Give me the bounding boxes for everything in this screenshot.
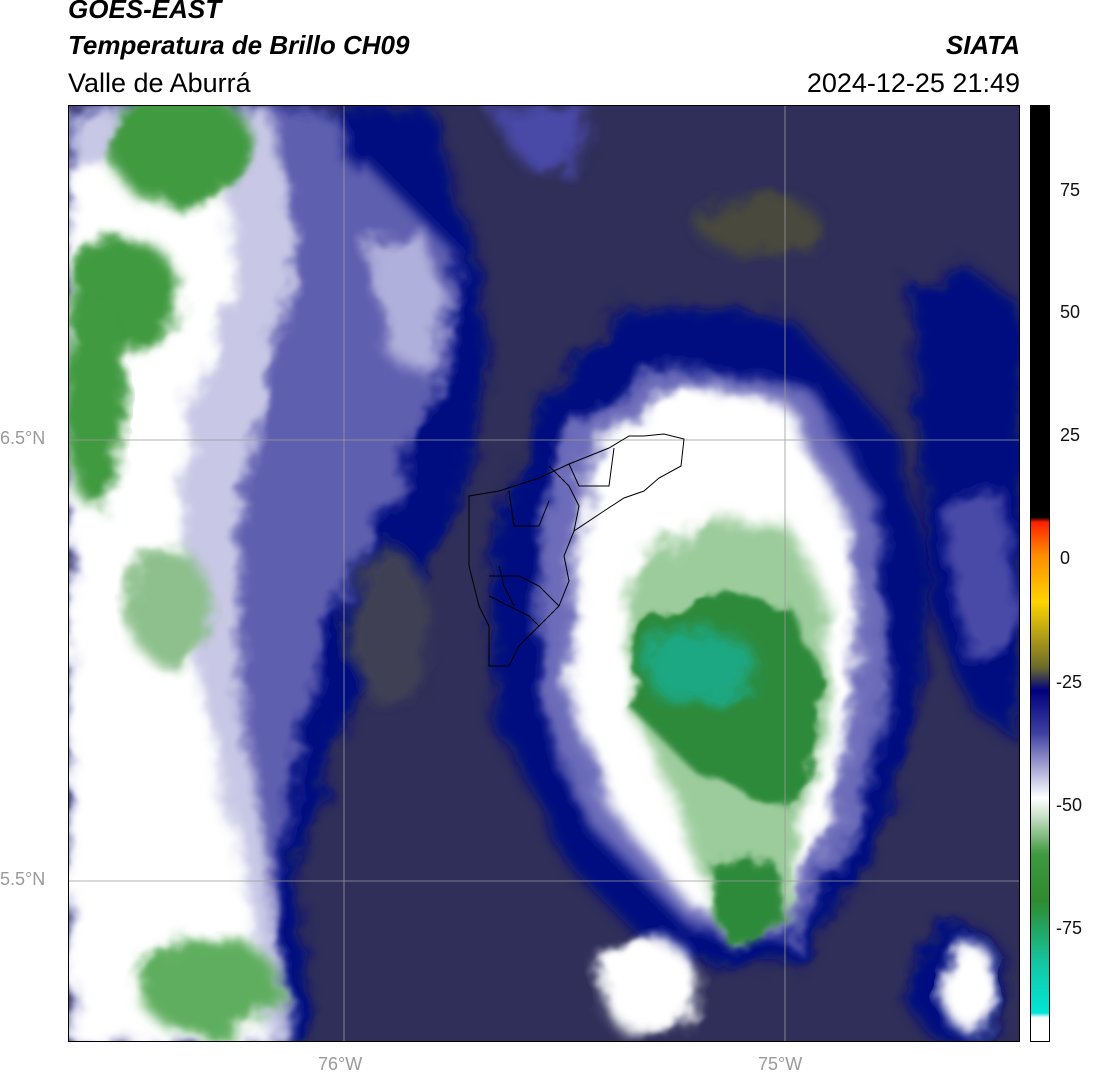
- lon-label-76w: 76°W: [318, 1054, 363, 1074]
- temperature-colorbar: [1030, 105, 1050, 1042]
- municipal-boundaries: [468, 433, 685, 667]
- brightness-temperature-field: [69, 106, 1019, 1041]
- title-channel: Temperatura de Brillo CH09: [68, 30, 410, 60]
- colorbar-tick-minus-75: -75: [1056, 918, 1083, 938]
- datetime-label: 2024-12-25 21:49: [806, 68, 1020, 98]
- title-goes-east: GOES-EAST: [68, 0, 222, 24]
- colorbar-tick-50: 50: [1060, 302, 1081, 322]
- colorbar-tick-0: 0: [1060, 548, 1071, 568]
- lat-label-5-5n: 5.5°N: [0, 869, 46, 889]
- region-label: Valle de Aburrá: [68, 68, 251, 98]
- satellite-map[interactable]: [68, 105, 1020, 1042]
- lat-label-6-5n: 6.5°N: [0, 428, 46, 448]
- colorbar-tick-25: 25: [1060, 425, 1081, 445]
- colorbar-tick-minus-50: -50: [1056, 795, 1083, 815]
- colorbar-tick-minus-25: -25: [1056, 672, 1083, 692]
- colorbar-tick-75: 75: [1060, 180, 1081, 200]
- lon-label-75w: 75°W: [758, 1054, 803, 1074]
- agency-label: SIATA: [945, 30, 1020, 60]
